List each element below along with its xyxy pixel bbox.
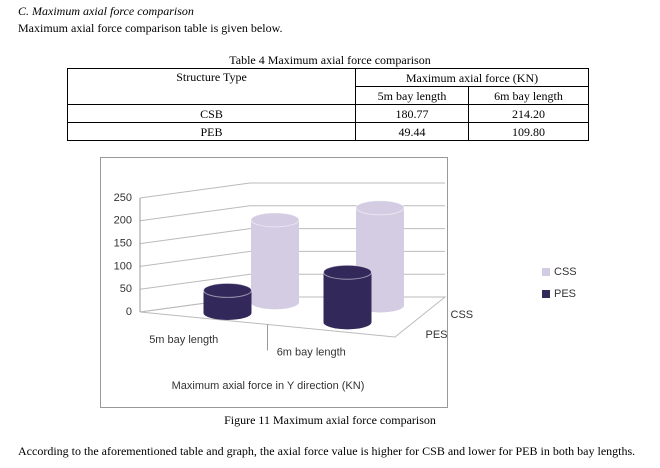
legend-label: PES xyxy=(554,288,576,300)
grid-line xyxy=(139,205,251,222)
y-tick-label: 100 xyxy=(114,260,132,272)
data-table: Structure Type Maximum axial force (KN) … xyxy=(67,68,589,141)
subheader-cell: 5m bay length xyxy=(355,86,469,105)
y-tick-label: 150 xyxy=(114,238,132,250)
cylinder-top xyxy=(250,212,300,228)
x-axis-title: Maximum axial force in Y direction (KN) xyxy=(172,380,365,392)
x-tick-label: 6m bay length xyxy=(277,347,346,359)
cylinder-top xyxy=(203,282,252,298)
depth-label: CSS xyxy=(451,309,474,321)
table-cell: PEB xyxy=(67,122,356,141)
header-cell: Maximum axial force (KN) xyxy=(355,68,589,87)
y-tick-label: 50 xyxy=(120,283,132,295)
subheader-cell: 6m bay length xyxy=(468,86,589,105)
table-cell: CSB xyxy=(67,104,356,123)
chart: 0 50 100 150 200 250 5m bay length 6m bay lengt… xyxy=(100,157,577,408)
legend-label: CSS xyxy=(554,266,577,278)
paragraph: According to the aforementioned table an… xyxy=(18,444,636,458)
depth-label: PES xyxy=(426,329,448,341)
y-tick-label: 250 xyxy=(114,192,132,204)
y-tick-label: 200 xyxy=(114,215,132,227)
legend-swatch xyxy=(542,268,550,276)
grid-line xyxy=(139,182,251,199)
cylinder-top xyxy=(355,200,405,216)
cylinder-body xyxy=(251,219,299,303)
header-cell: Structure Type xyxy=(67,68,356,105)
table-cell: 109.80 xyxy=(468,122,589,141)
x-tick-label: 5m bay length xyxy=(149,334,218,346)
figure-caption: Figure 11 Maximum axial force comparison xyxy=(224,413,436,427)
legend-swatch xyxy=(542,290,550,298)
cylinder-body xyxy=(323,272,372,323)
grid-line xyxy=(139,250,251,267)
grid-line xyxy=(139,273,251,290)
grid-line xyxy=(139,228,251,245)
table-cell: 180.77 xyxy=(355,104,469,123)
section-heading: C. Maximum axial force comparison xyxy=(18,4,194,18)
intro-text: Maximum axial force comparison table is … xyxy=(18,21,283,35)
y-tick-label: 0 xyxy=(126,306,132,318)
table-caption: Table 4 Maximum axial force comparison xyxy=(229,53,431,67)
table-cell: 49.44 xyxy=(355,122,469,141)
cylinder-top xyxy=(323,264,372,280)
table-cell: 214.20 xyxy=(468,104,589,123)
